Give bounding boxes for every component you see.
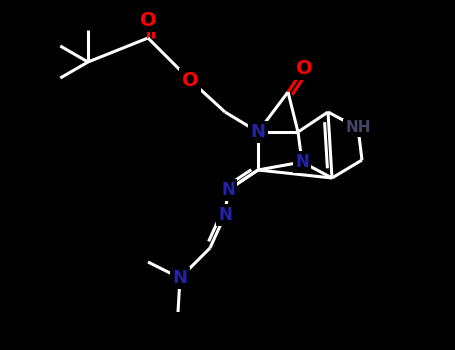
Text: O: O — [140, 10, 157, 29]
Text: O: O — [182, 70, 198, 90]
Text: N: N — [172, 269, 187, 287]
Text: O: O — [296, 58, 312, 77]
Text: N: N — [295, 153, 309, 171]
Text: N: N — [251, 123, 266, 141]
Text: N: N — [218, 206, 232, 224]
Text: N: N — [221, 181, 235, 199]
Text: NH: NH — [345, 120, 371, 135]
